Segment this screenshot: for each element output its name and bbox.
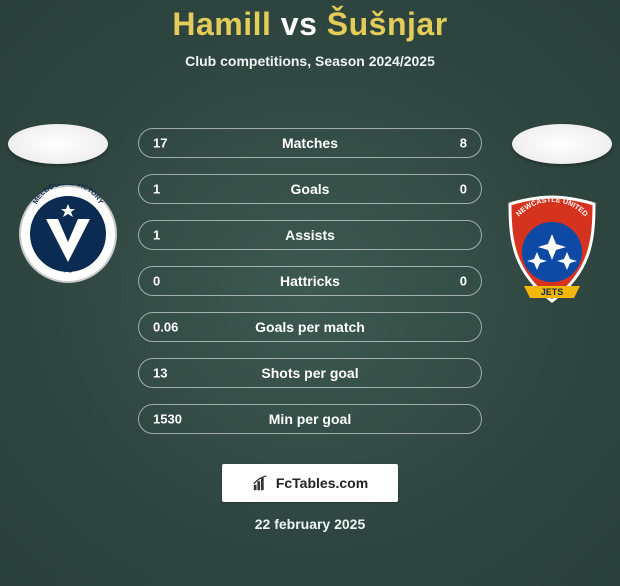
stat-label: Hattricks (280, 273, 340, 289)
player2-name: Šušnjar (327, 6, 448, 42)
stat-label: Goals per match (255, 319, 365, 335)
newcastle-jets-crest-icon: NEWCASTLE UNITED JETS (502, 194, 602, 304)
comparison-card: Hamill vs Šušnjar Club competitions, Sea… (0, 6, 620, 586)
svg-text:FC: FC (63, 267, 72, 274)
stat-row-goals-per-match: 0.06 Goals per match (138, 312, 482, 342)
stat-label: Goals (291, 181, 330, 197)
stat-label: Min per goal (269, 411, 351, 427)
stat-row-assists: 1 Assists (138, 220, 482, 250)
stat-left-value: 0 (153, 274, 160, 289)
stat-label: Shots per goal (261, 365, 358, 381)
title: Hamill vs Šušnjar (0, 6, 620, 43)
stat-left-value: 1 (153, 182, 160, 197)
stat-label: Assists (285, 227, 335, 243)
player1-name: Hamill (172, 6, 271, 42)
stat-row-min-per-goal: 1530 Min per goal (138, 404, 482, 434)
stat-label: Matches (282, 135, 338, 151)
stat-right-value: 0 (460, 274, 467, 289)
brand-text: FcTables.com (276, 475, 368, 491)
stat-left-value: 17 (153, 136, 167, 151)
stat-row-hattricks: 0 Hattricks 0 (138, 266, 482, 296)
title-vs: vs (281, 6, 318, 42)
stat-left-value: 0.06 (153, 320, 178, 335)
crest-text-bottom: FC (63, 267, 72, 274)
stat-row-goals: 1 Goals 0 (138, 174, 482, 204)
player1-avatar-placeholder (8, 124, 108, 164)
stat-right-value: 8 (460, 136, 467, 151)
brand-badge: FcTables.com (222, 464, 398, 502)
stat-row-shots-per-goal: 13 Shots per goal (138, 358, 482, 388)
stat-right-value: 0 (460, 182, 467, 197)
stat-row-matches: 17 Matches 8 (138, 128, 482, 158)
stat-left-value: 1 (153, 228, 160, 243)
team-right-badge: NEWCASTLE UNITED JETS (502, 194, 602, 294)
stats-list: 17 Matches 8 1 Goals 0 1 Assists 0 Hattr… (138, 128, 482, 450)
fctables-logo-icon (252, 474, 270, 492)
stat-left-value: 13 (153, 366, 167, 381)
player2-avatar-placeholder (512, 124, 612, 164)
team-left-badge: MELBOURNE VICTORY FC (18, 184, 118, 284)
melbourne-victory-crest-icon: MELBOURNE VICTORY FC (18, 184, 118, 284)
stat-left-value: 1530 (153, 412, 182, 427)
subtitle: Club competitions, Season 2024/2025 (0, 53, 620, 69)
jets-text-bottom: JETS (541, 287, 564, 297)
footer-date: 22 february 2025 (255, 516, 366, 532)
